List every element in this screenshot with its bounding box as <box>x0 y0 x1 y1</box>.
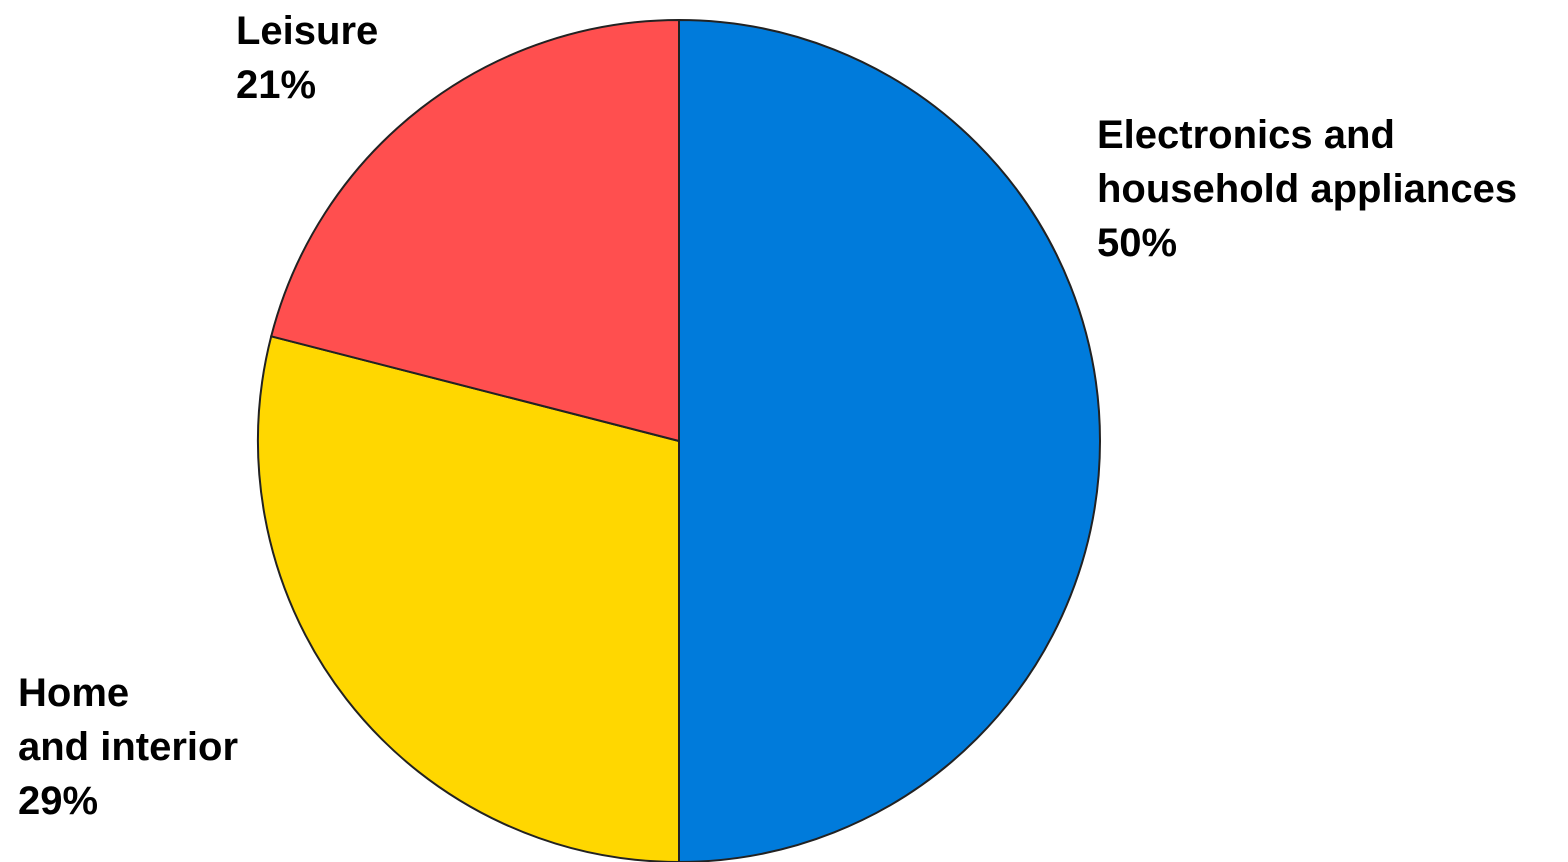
slice-percent-label: 21% <box>236 63 316 107</box>
pie-slice-3 <box>270 18 680 443</box>
slice-labels: Electronics and household appliances 50% Ho… <box>18 9 1517 823</box>
slice-percent-label: 50% <box>1097 221 1177 265</box>
slice-category-label: Leisure <box>236 9 378 53</box>
slice-category-label: Electronics and <box>1097 113 1395 157</box>
pie-slices <box>257 18 1101 862</box>
slice-percent-label: 29% <box>18 779 98 823</box>
slice-category-label: Home <box>18 671 129 715</box>
pie-slice-1 <box>678 18 1101 862</box>
slice-category-label: household appliances <box>1097 167 1517 211</box>
pie-slice-2 <box>257 335 680 862</box>
slice-category-label: and interior <box>18 725 238 769</box>
